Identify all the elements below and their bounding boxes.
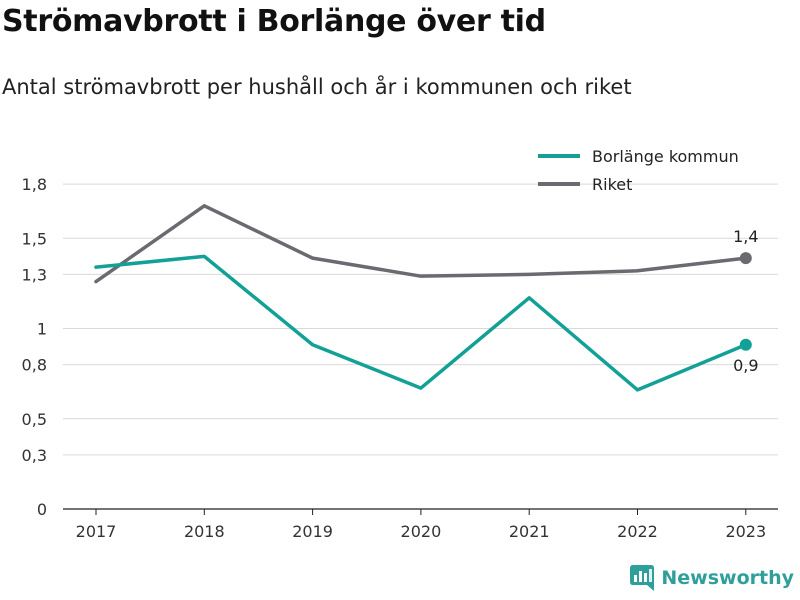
y-tick: 1,3 — [22, 265, 47, 284]
series-end-point-riket — [739, 252, 752, 265]
legend-item: Riket — [538, 175, 632, 194]
x-tick: 2022 — [617, 522, 658, 541]
grid-lines — [63, 183, 778, 456]
legend-label: Borlänge kommun — [592, 147, 739, 166]
x-tick: 2017 — [76, 522, 117, 541]
y-tick: 1,5 — [22, 229, 47, 248]
y-tick-label: 1,3 — [22, 265, 47, 284]
y-tick: 0 — [37, 500, 47, 519]
y-tick-label: 1,8 — [22, 175, 47, 194]
y-tick: 0,5 — [22, 410, 47, 429]
y-tick: 0,3 — [22, 446, 47, 465]
x-tick: 2023 — [725, 522, 766, 541]
x-tick-label: 2020 — [401, 522, 442, 541]
y-tick-label: 1,5 — [22, 229, 47, 248]
legend-item: Borlänge kommun — [538, 147, 739, 166]
legend: Borlänge kommun Riket — [538, 147, 739, 194]
y-tick-label: 0,8 — [22, 356, 47, 375]
brand-name: Newsworthy — [661, 567, 794, 589]
y-tick: 1 — [37, 320, 47, 339]
x-tick: 2018 — [184, 522, 225, 541]
x-tick-label: 2021 — [509, 522, 550, 541]
end-value-label: 0,9 — [733, 356, 758, 375]
y-tick: 0,8 — [22, 356, 47, 375]
series-lines: 0,9 1,4 — [94, 204, 759, 392]
chart-subtitle: Antal strömavbrott per hushåll och år i … — [2, 75, 632, 99]
y-tick-label: 1 — [37, 320, 47, 339]
series-end-point-borl-nge-kommun — [739, 338, 752, 351]
x-tick: 2021 — [509, 522, 550, 541]
series-line-borl-nge-kommun — [94, 254, 748, 392]
y-tick-label: 0,3 — [22, 446, 47, 465]
newsworthy-brand[interactable]: Newsworthy — [629, 564, 794, 592]
x-tick-label: 2019 — [292, 522, 333, 541]
y-tick-label: 0 — [37, 500, 47, 519]
x-tick: 2019 — [292, 522, 333, 541]
newsworthy-logo-icon — [630, 565, 655, 591]
x-tick: 2020 — [401, 522, 442, 541]
series-line-riket — [94, 204, 748, 284]
legend-label: Riket — [592, 175, 632, 194]
chart-title: Strömavbrott i Borlänge över tid — [2, 4, 546, 39]
axes: 0 0,3 0,5 0,8 1 1,3 1,5 1,8 2017 2018 2019 2020 2021… — [22, 175, 778, 541]
end-value-label: 1,4 — [733, 227, 758, 246]
y-tick-label: 0,5 — [22, 410, 47, 429]
x-tick-label: 2018 — [184, 522, 225, 541]
x-tick-label: 2023 — [725, 522, 766, 541]
x-tick-label: 2017 — [76, 522, 117, 541]
x-tick-label: 2022 — [617, 522, 658, 541]
y-tick: 1,8 — [22, 175, 47, 194]
